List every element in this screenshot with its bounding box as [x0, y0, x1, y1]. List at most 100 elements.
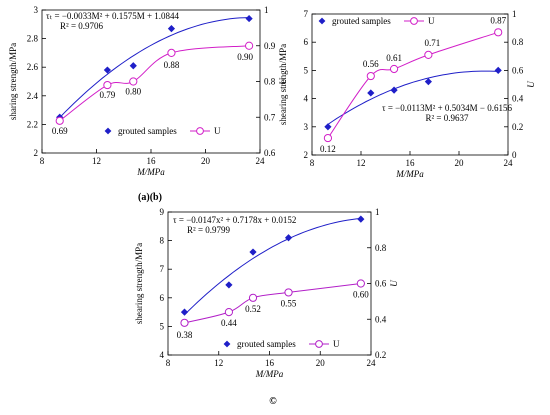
legend-grouted-marker — [318, 17, 326, 25]
grouted-sample-point — [284, 234, 293, 242]
legend-u-label: U — [428, 16, 435, 26]
y2-tick-label: 0 — [512, 150, 517, 160]
u-series-line — [327, 31, 499, 139]
grouted-sample-point — [245, 14, 253, 23]
grouted-trend-line — [59, 17, 250, 118]
fit-r-squared: R² = 0.9799 — [187, 225, 231, 235]
u-data-label: 0.12 — [320, 144, 336, 154]
plot-frame — [311, 13, 509, 156]
x-axis-label: M/MPa — [255, 369, 284, 379]
u-point — [424, 50, 433, 59]
legend: grouted samples U — [104, 126, 221, 136]
x-tick-label: 12 — [214, 358, 223, 368]
legend-grouted-label: grouted samples — [332, 16, 391, 26]
y2-axis-label: U — [389, 280, 399, 287]
y2-tick-label: 0.4 — [512, 94, 524, 104]
u-point — [167, 48, 176, 58]
x-tick-label: 24 — [504, 158, 514, 168]
u-data-label: 0.80 — [125, 87, 141, 97]
grouted-trend-line — [184, 217, 361, 316]
u-series-line — [184, 283, 361, 324]
y-tick-label: 7 — [160, 264, 165, 274]
y2-tick-label: 0.8 — [264, 77, 276, 87]
legend-grouted-marker — [104, 127, 112, 135]
y2-tick-label: 1 — [375, 207, 380, 217]
y-tick-label: 7 — [304, 9, 309, 19]
u-data-label: 0.87 — [490, 15, 506, 25]
legend-u-label: U — [333, 339, 340, 349]
x-tick-label: 16 — [265, 358, 275, 368]
y-tick-label: 6 — [160, 293, 165, 303]
y-tick-label: 2.2 — [27, 119, 38, 129]
u-point — [55, 116, 64, 125]
y2-tick-label: 0.6 — [264, 148, 276, 158]
y-tick-label: 2 — [304, 150, 309, 160]
u-point — [366, 71, 375, 81]
u-point — [248, 293, 258, 302]
grouted-sample-point — [424, 78, 432, 86]
y2-tick-label: 0.8 — [512, 37, 524, 47]
legend-grouted-label: grouted samples — [118, 126, 177, 136]
u-point — [245, 41, 254, 50]
u-data-label: 0.44 — [221, 318, 237, 328]
y-axis-label: sharing strength/MPa — [8, 43, 18, 120]
legend-u-label: U — [214, 126, 221, 136]
y2-tick-label: 1 — [512, 9, 517, 19]
y-tick-label: 5 — [160, 321, 165, 331]
panel-c: 8 12 16 20 24 4 5 6 7 8 9 0.2 0.4 0.6 0.8 1 M/MPa shearin… — [134, 207, 399, 379]
grouted-sample-point — [129, 62, 137, 70]
u-data-label: 0.69 — [52, 126, 68, 136]
legend: grouted samples U — [223, 339, 340, 349]
grouted-trend-line — [327, 70, 499, 125]
fit-equation: τₜ = −0.0033M² + 0.1575M + 1.0844 — [46, 11, 180, 21]
u-data-label: 0.38 — [177, 330, 193, 340]
u-point — [389, 64, 399, 74]
y-tick-label: 2.8 — [27, 34, 39, 44]
y-axis-label: shearing strength/MPa — [134, 243, 144, 324]
y2-tick-label: 0.2 — [512, 122, 523, 132]
y-tick-label: 3 — [304, 122, 309, 132]
u-data-label: 0.55 — [281, 298, 297, 308]
y2-tick-label: 0.9 — [264, 41, 276, 51]
grouted-sample-point — [180, 308, 189, 316]
legend-grouted-label: grouted samples — [237, 339, 296, 349]
grouted-sample-point — [249, 248, 257, 256]
y-tick-label: 2 — [34, 148, 39, 158]
y-tick-label: 4 — [304, 94, 309, 104]
x-tick-label: 20 — [455, 158, 465, 168]
grouted-sample-point — [390, 86, 398, 94]
x-tick-label: 8 — [166, 358, 171, 368]
u-point — [356, 279, 365, 288]
x-tick-label: 24 — [256, 156, 266, 166]
x-tick-label: 20 — [201, 156, 211, 166]
grouted-sample-point — [357, 215, 365, 223]
y-tick-label: 6 — [304, 37, 309, 47]
u-point — [180, 318, 189, 327]
y2-tick-label: 0.6 — [375, 279, 387, 289]
x-tick-label: 24 — [367, 358, 377, 368]
u-data-label: 0.60 — [353, 290, 369, 300]
y2-axis-label: U — [526, 81, 536, 88]
legend-u-marker — [196, 127, 204, 135]
u-data-label: 0.52 — [245, 304, 261, 314]
u-data-label: 0.90 — [237, 52, 253, 62]
grouted-sample-point — [324, 123, 332, 131]
y2-tick-label: 0.4 — [375, 314, 387, 324]
u-data-label: 0.71 — [425, 38, 441, 48]
legend-u-marker — [410, 17, 418, 25]
y-axis-label: shearing strength/MPa — [278, 44, 288, 125]
y2-tick-label: 0.6 — [512, 65, 524, 75]
x-axis-label: M/MPa — [136, 167, 165, 177]
u-data-label: 0.56 — [363, 59, 379, 69]
grouted-sample-point — [225, 281, 233, 289]
u-data-label: 0.61 — [386, 53, 402, 63]
grouted-sample-point — [167, 24, 176, 33]
y2-axis-label: U — [278, 78, 288, 85]
u-series-line — [59, 45, 250, 122]
u-point — [129, 77, 138, 86]
x-tick-label: 16 — [147, 156, 157, 166]
panel-a: 8 12 16 20 24 2 2.2 2.4 2.6 2.8 3 0.6 0.7 0.8 0.9 1 M/MP… — [8, 5, 288, 177]
grouted-sample-point — [494, 66, 502, 74]
